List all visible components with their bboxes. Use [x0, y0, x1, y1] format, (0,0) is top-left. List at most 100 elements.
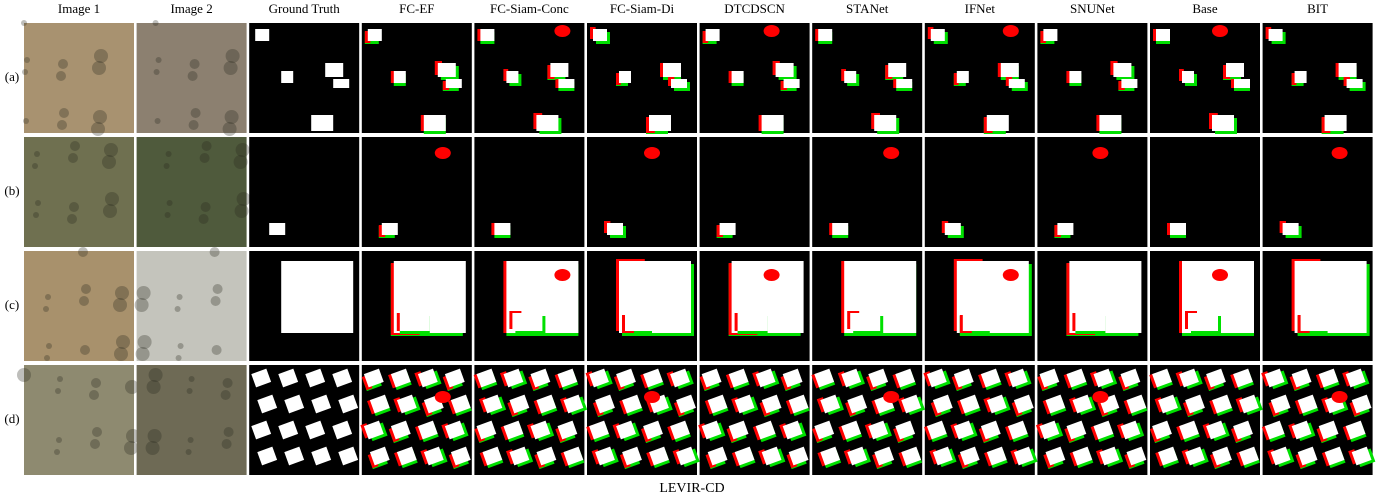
building	[396, 394, 417, 414]
texture	[57, 376, 63, 382]
panel	[360, 365, 472, 475]
building	[278, 368, 299, 388]
mask-bg	[587, 137, 697, 247]
building	[761, 446, 782, 466]
false-positive-blob	[434, 391, 451, 403]
building	[1179, 420, 1199, 440]
texture	[68, 153, 78, 163]
mask-bg	[1262, 137, 1373, 247]
false-positive	[728, 71, 734, 83]
panel	[474, 23, 585, 134]
false-positive-blob	[554, 25, 571, 37]
building	[589, 420, 609, 440]
panel	[587, 251, 697, 361]
building	[734, 446, 755, 466]
building	[450, 394, 471, 414]
column-header: SNUNet	[1070, 1, 1115, 16]
panel	[136, 20, 247, 136]
building	[287, 313, 318, 331]
building	[788, 394, 809, 414]
building	[550, 63, 569, 77]
building	[1226, 63, 1244, 77]
texture	[89, 390, 99, 400]
false-positive-blob	[1002, 269, 1019, 281]
building	[595, 446, 615, 466]
texture	[166, 200, 173, 206]
building	[1297, 446, 1318, 466]
building	[255, 29, 270, 41]
mask-bg	[924, 137, 1035, 247]
column-header: FC-Siam-Di	[610, 1, 675, 16]
building	[417, 420, 438, 440]
texture	[21, 20, 27, 26]
building	[643, 368, 663, 388]
building	[953, 420, 974, 440]
texture	[223, 427, 234, 437]
building	[844, 71, 857, 83]
building	[1270, 394, 1291, 414]
building	[1093, 420, 1114, 440]
building	[1152, 368, 1172, 388]
photo	[24, 137, 134, 247]
building	[1066, 368, 1087, 388]
building	[363, 368, 384, 388]
building	[1239, 394, 1259, 414]
texture	[114, 347, 128, 361]
building	[417, 368, 438, 388]
building	[558, 79, 575, 88]
building	[895, 420, 916, 440]
texture	[22, 69, 28, 75]
texture	[146, 380, 161, 394]
building	[782, 368, 803, 388]
texture	[199, 153, 210, 163]
panel	[923, 365, 1038, 475]
panel	[1037, 137, 1148, 247]
texture	[148, 368, 163, 382]
texture	[163, 163, 170, 169]
building	[1158, 394, 1178, 414]
texture	[175, 355, 182, 361]
row-label: (b)	[4, 183, 19, 198]
building	[1338, 63, 1357, 77]
building	[503, 420, 524, 440]
building	[676, 394, 696, 414]
building	[325, 63, 344, 77]
texture	[188, 120, 199, 130]
building	[701, 368, 722, 388]
building	[480, 29, 495, 41]
building	[671, 79, 687, 88]
false-positive	[702, 31, 709, 43]
building	[896, 79, 913, 88]
building	[557, 420, 578, 440]
building	[1007, 420, 1028, 440]
panel	[1037, 23, 1148, 134]
building	[423, 446, 444, 466]
texture	[211, 345, 222, 355]
building	[755, 420, 776, 440]
building	[1270, 446, 1291, 466]
building	[874, 115, 897, 131]
panel	[587, 137, 697, 247]
building	[1039, 368, 1060, 388]
building	[509, 446, 530, 466]
building	[888, 63, 907, 77]
texture	[198, 214, 209, 224]
building	[257, 446, 278, 466]
building	[503, 368, 524, 388]
building	[1318, 368, 1339, 388]
building	[333, 79, 350, 88]
building	[482, 394, 503, 414]
panel	[134, 247, 247, 361]
texture	[54, 449, 60, 455]
building	[1093, 368, 1114, 388]
building	[728, 368, 749, 388]
building	[814, 368, 835, 388]
building	[1045, 446, 1066, 466]
building	[761, 394, 782, 414]
building	[670, 420, 690, 440]
texture	[104, 143, 118, 157]
building	[956, 71, 969, 83]
panel	[812, 251, 923, 361]
panel	[1262, 251, 1373, 361]
texture	[234, 204, 249, 218]
